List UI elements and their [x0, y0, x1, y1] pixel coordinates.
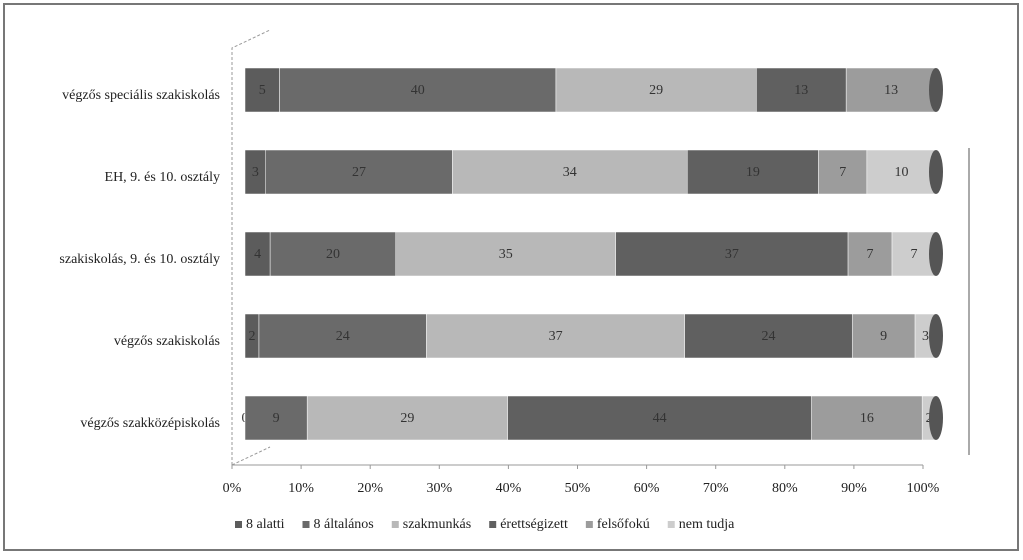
value-label: 3 [922, 329, 929, 344]
value-label: 24 [336, 329, 350, 344]
bar-segment [395, 231, 616, 277]
bar-segment [866, 149, 937, 195]
x-tick-label: 0% [223, 481, 242, 496]
bar-segment [452, 149, 688, 195]
legend-label: nem tudja [679, 517, 735, 532]
category-label: EH, 9. és 10. osztály [105, 170, 220, 185]
value-label: 27 [352, 165, 366, 180]
value-label: 3 [252, 165, 259, 180]
bar-segment [847, 231, 893, 277]
value-label: 7 [867, 247, 874, 262]
bar-cap [929, 232, 943, 276]
category-label: végzős szakközépiskolás [80, 416, 220, 431]
value-label: 24 [761, 329, 775, 344]
x-tick-label: 70% [703, 481, 729, 496]
value-label: 7 [911, 247, 918, 262]
bar-cap [929, 314, 943, 358]
x-tick-label: 100% [907, 481, 940, 496]
value-label: 13 [884, 83, 898, 98]
value-label: 9 [880, 329, 887, 344]
bar-segment [891, 231, 937, 277]
bar-segment [555, 67, 757, 113]
category-label: szakiskolás, 9. és 10. osztály [59, 252, 220, 267]
bar-segment [258, 313, 427, 359]
x-tick-label: 80% [772, 481, 798, 496]
axis-depth [231, 446, 271, 466]
x-tick-label: 40% [496, 481, 522, 496]
value-label: 20 [326, 247, 340, 262]
value-label: 13 [794, 83, 808, 98]
bar-segment [684, 313, 853, 359]
legend-label: érettségizett [500, 517, 568, 532]
bar-segment [426, 313, 685, 359]
value-label: 44 [653, 411, 667, 426]
legend-swatch [667, 521, 675, 528]
x-tick-label: 90% [841, 481, 867, 496]
bar-segment [279, 67, 557, 113]
value-label: 37 [549, 329, 563, 344]
value-label: 29 [400, 411, 414, 426]
value-label: 37 [725, 247, 739, 262]
category-label: végzős szakiskolás [114, 334, 220, 349]
bar-segment [507, 395, 812, 441]
legend-label: 8 alatti [246, 517, 285, 532]
legend-swatch [489, 521, 497, 528]
bar-segment [265, 149, 453, 195]
category-label: végzős speciális szakiskolás [62, 88, 220, 103]
value-label: 10 [894, 165, 908, 180]
bar-segment [686, 149, 819, 195]
value-label: 5 [259, 83, 266, 98]
bar-segment [244, 231, 271, 277]
legend-swatch [235, 521, 242, 528]
x-tick-label: 50% [565, 481, 591, 496]
value-label: 40 [411, 83, 425, 98]
bar-segment [306, 395, 508, 441]
value-label: 4 [254, 247, 261, 262]
legend-swatch [585, 521, 593, 528]
legend-label: 8 általános [314, 517, 374, 532]
value-label: 16 [860, 411, 874, 426]
bar-segment [269, 231, 397, 277]
legend-swatch [391, 521, 399, 528]
x-tick-label: 10% [288, 481, 314, 496]
x-tick-label: 30% [426, 481, 452, 496]
bar-segment [756, 67, 847, 113]
value-label: 9 [273, 411, 280, 426]
bar-cap [929, 150, 943, 194]
value-label: 2 [248, 329, 255, 344]
bar-cap [929, 68, 943, 112]
bar-segment [615, 231, 849, 277]
value-label: 29 [649, 83, 663, 98]
bar-cap [929, 396, 943, 440]
value-label: 34 [563, 165, 577, 180]
bar-segment [851, 313, 916, 359]
axis-depth [231, 29, 271, 465]
value-label: 19 [746, 165, 760, 180]
legend-swatch [302, 521, 310, 528]
bar-segment [244, 395, 308, 441]
x-tick-label: 60% [634, 481, 660, 496]
x-tick-label: 20% [357, 481, 383, 496]
bar-segment [845, 67, 937, 113]
legend-label: szakmunkás [403, 517, 471, 532]
bar-segment [244, 67, 280, 113]
value-label: 35 [499, 247, 513, 262]
legend-label: felsőfokú [597, 517, 650, 532]
value-label: 7 [839, 165, 846, 180]
